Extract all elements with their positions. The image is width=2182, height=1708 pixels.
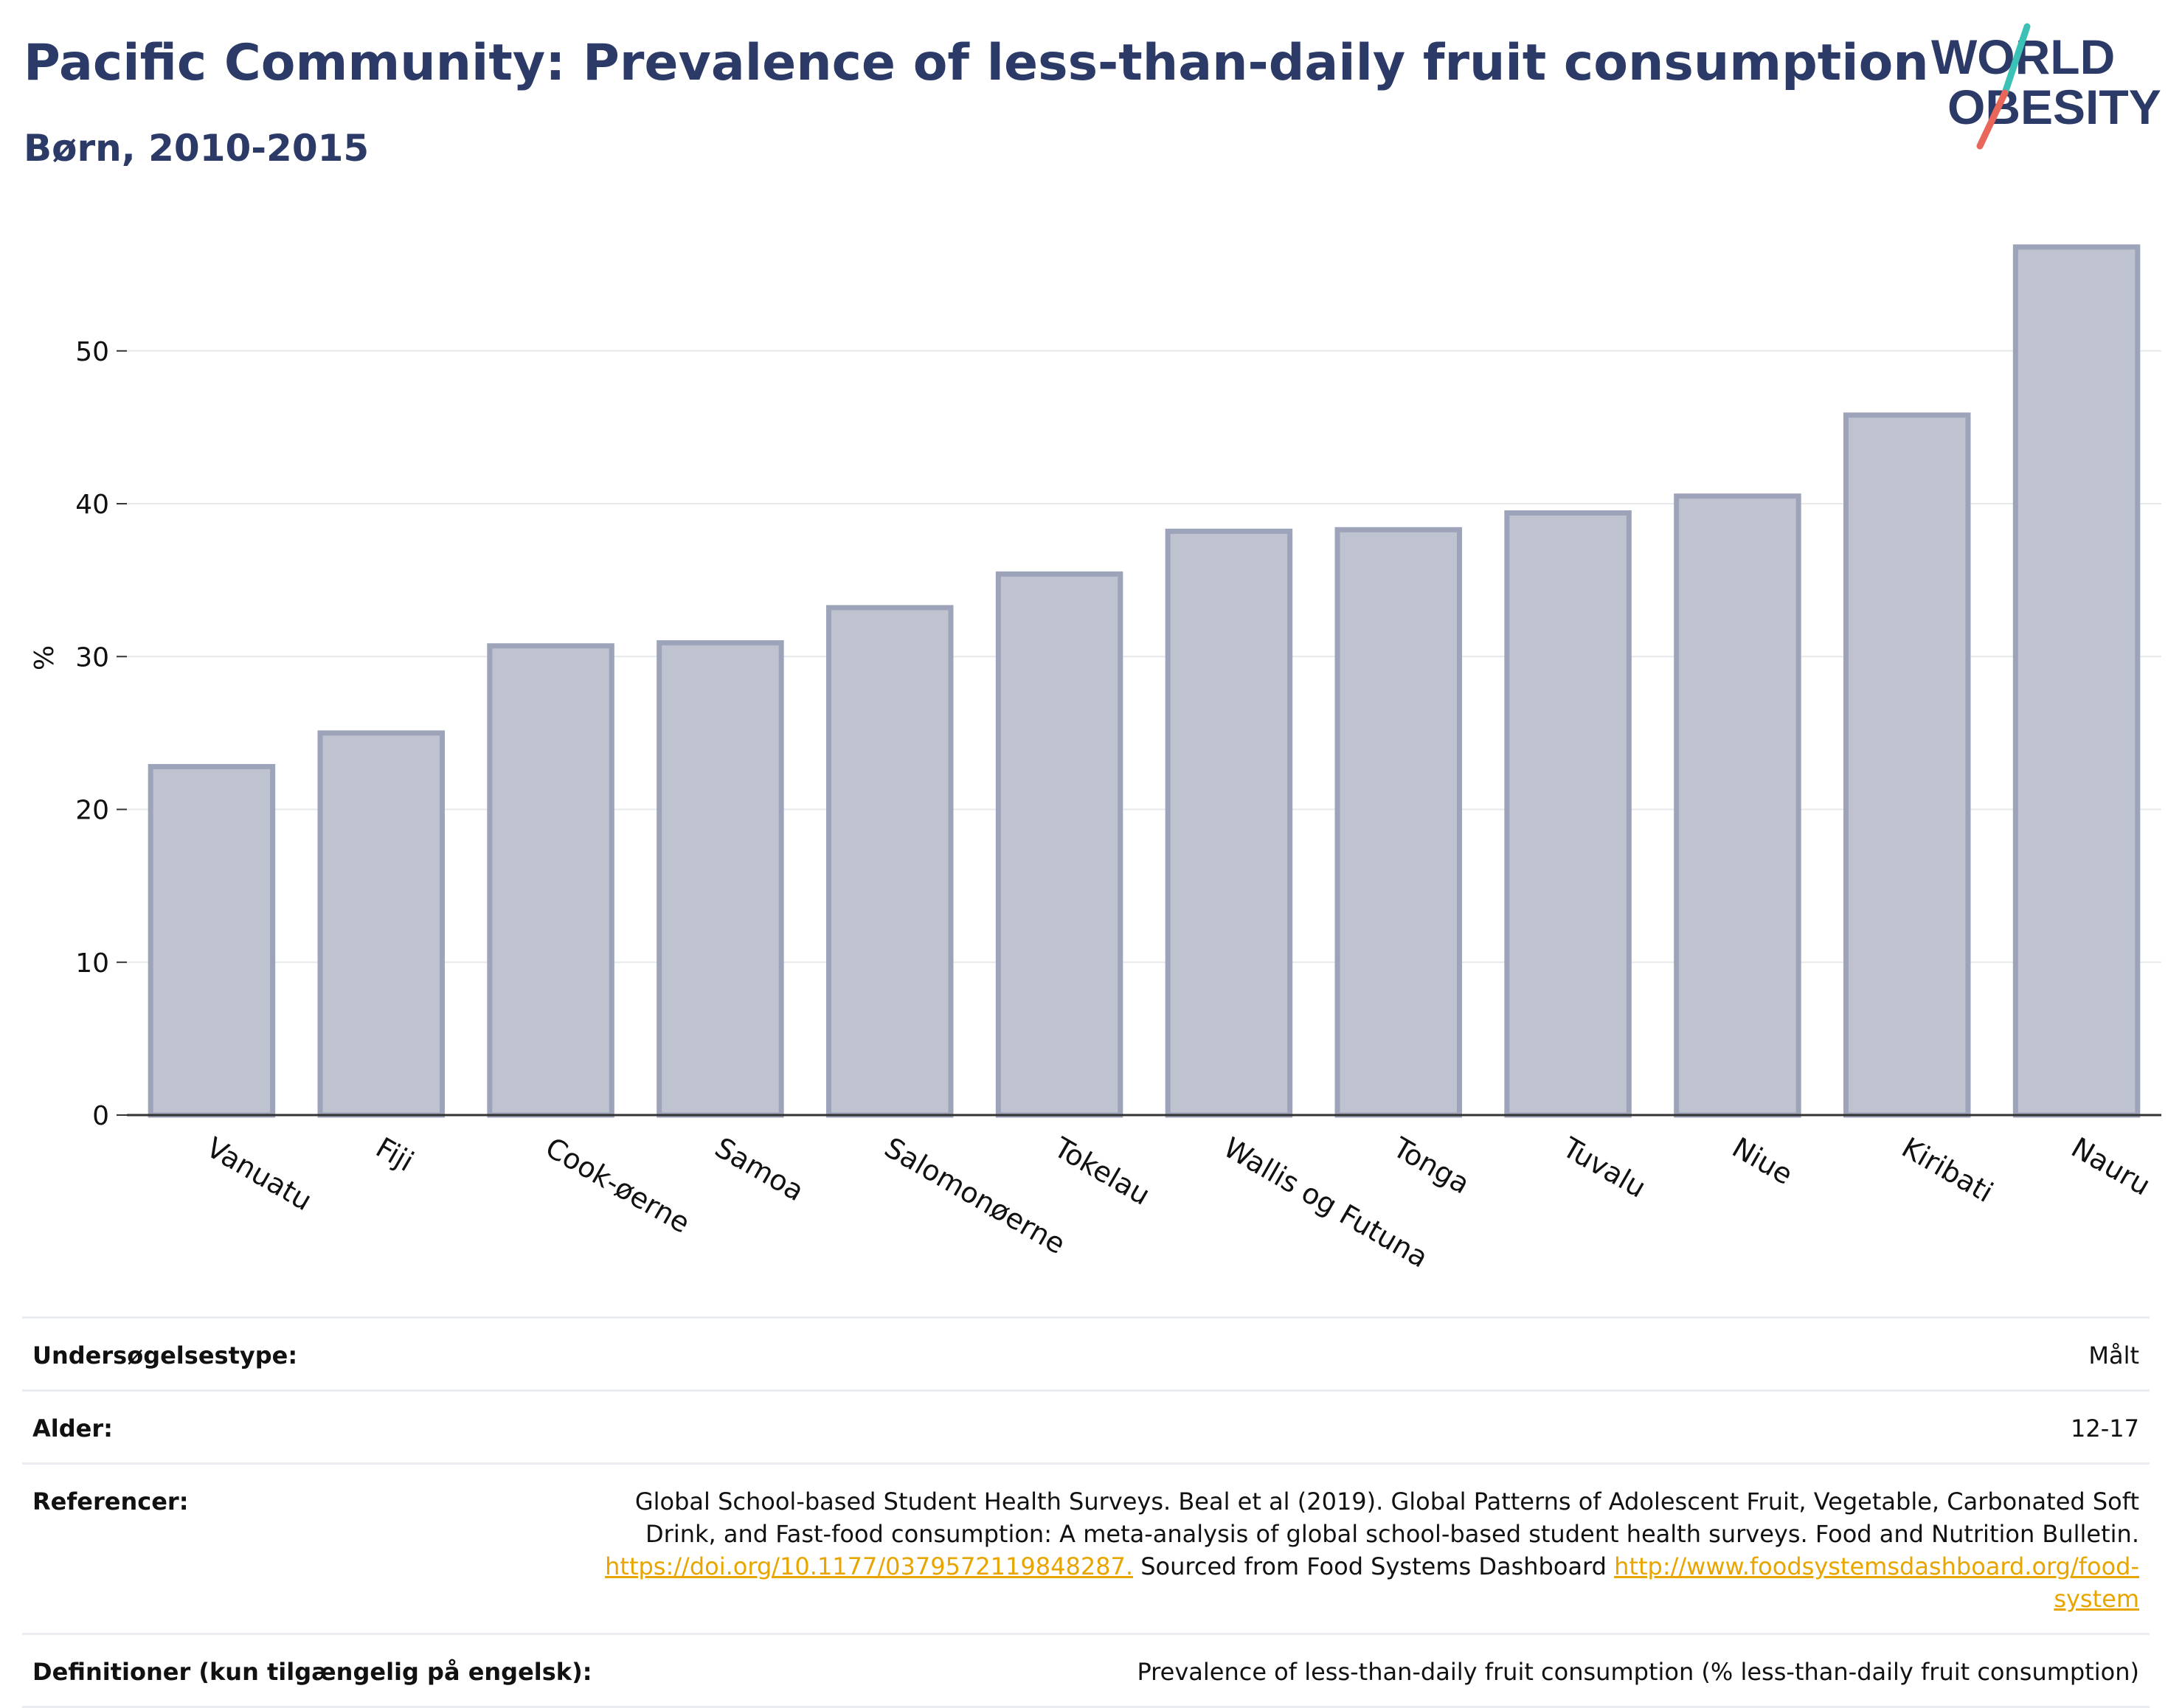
references-sourced-text: Sourced from Food Systems Dashboard <box>1140 1552 1607 1580</box>
bar[interactable] <box>1674 493 1801 1118</box>
y-axis-title: % <box>30 645 60 670</box>
bar[interactable] <box>317 730 445 1118</box>
logo-slash-teal <box>2001 23 2031 97</box>
x-tick-label: Kiribati <box>1897 1131 1999 1209</box>
references-label: Referencer: <box>32 1487 189 1516</box>
y-tick-label: 10 <box>75 948 109 979</box>
bar[interactable] <box>826 605 954 1118</box>
doi-link[interactable]: https://doi.org/10.1177/0379572119848287… <box>605 1552 1134 1580</box>
logo-text-obesity: OBESITY <box>1947 80 2161 134</box>
x-tick-label: Cook-øerne <box>540 1131 696 1240</box>
logo-slash-red <box>1976 89 2009 150</box>
y-tick-label: 0 <box>92 1101 109 1131</box>
bar[interactable] <box>1165 528 1293 1118</box>
world-obesity-logo: WORLD OBESITY <box>1931 23 2161 150</box>
x-tick-label: Fiji <box>370 1131 419 1178</box>
x-tick-label: Nauru <box>2066 1131 2156 1202</box>
age-label: Alder: <box>32 1414 113 1443</box>
survey-type-label: Undersøgelsestype: <box>32 1341 298 1369</box>
bar[interactable] <box>148 763 276 1118</box>
y-tick-label: 20 <box>75 796 109 826</box>
bar[interactable] <box>1843 412 1971 1118</box>
bar[interactable] <box>1504 510 1632 1118</box>
y-tick-label: 40 <box>75 490 109 520</box>
bar[interactable] <box>1334 527 1462 1118</box>
meta-row-age: Alder: 12-17 <box>22 1389 2150 1462</box>
bars <box>148 244 2141 1118</box>
y-tick-label: 30 <box>75 642 109 673</box>
age-value: 12-17 <box>2071 1414 2139 1443</box>
bar[interactable] <box>2012 244 2141 1118</box>
x-tick-label: Samoa <box>710 1131 809 1208</box>
meta-row-references: Referencer: Global School-based Student … <box>22 1462 2150 1633</box>
metadata-table: Undersøgelsestype: Målt Alder: 12-17 Ref… <box>22 1316 2150 1708</box>
survey-type-value: Målt <box>2088 1341 2139 1369</box>
definitions-value: Prevalence of less-than-daily fruit cons… <box>1137 1658 2139 1686</box>
x-tick-label: Tuvalu <box>1556 1131 1651 1204</box>
bar[interactable] <box>487 643 614 1118</box>
references-text: Global School-based Student Health Surve… <box>634 1487 2139 1548</box>
bar[interactable] <box>995 571 1123 1118</box>
bar[interactable] <box>657 640 784 1118</box>
x-tick-label: Tokelau <box>1048 1131 1156 1212</box>
bar-chart: 0 10 20 30 40 50 Vanuatu Fiji Cook-øerne Samoa Sal… <box>30 244 2161 1274</box>
references-value: Global School-based Student Health Surve… <box>568 1485 2139 1615</box>
x-tick-label: Salomonøerne <box>879 1131 1071 1260</box>
meta-row-definitions: Definitioner (kun tilgængelig på engelsk… <box>22 1633 2150 1708</box>
chart-subtitle: Børn, 2010-2015 <box>24 127 370 170</box>
chart-title: Pacific Community: Prevalence of less-th… <box>24 34 1929 92</box>
gridlines <box>127 350 2161 963</box>
y-tick-label: 50 <box>75 337 109 367</box>
food-systems-link[interactable]: http://www.foodsystemsdashboard.org/food… <box>1614 1552 2139 1613</box>
x-tick-label: Vanuatu <box>201 1131 317 1217</box>
x-tick-label: Niue <box>1727 1131 1798 1191</box>
x-tick-label: Tonga <box>1387 1131 1475 1200</box>
definitions-label: Definitioner (kun tilgængelig på engelsk… <box>32 1658 592 1686</box>
meta-row-survey-type: Undersøgelsestype: Målt <box>22 1316 2150 1389</box>
